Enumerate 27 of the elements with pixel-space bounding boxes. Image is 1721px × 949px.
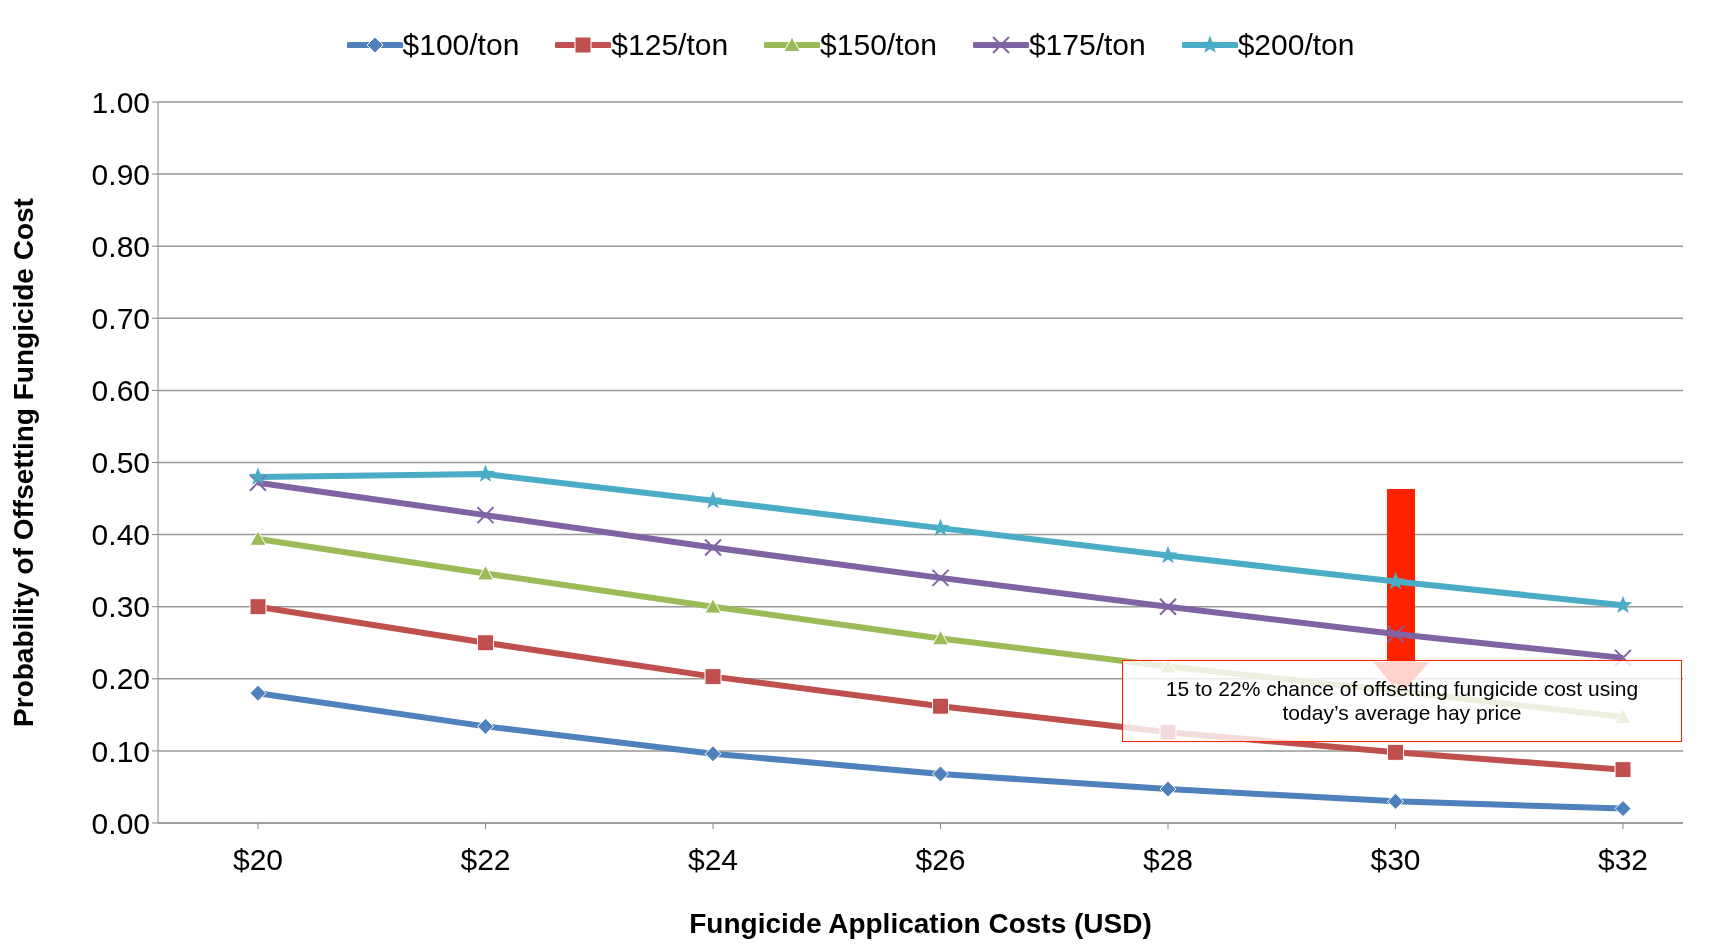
x-axis-title: Fungicide Application Costs (USD) [689, 908, 1152, 939]
x-tick-label: $22 [460, 843, 511, 877]
legend-label: $200/ton [1237, 28, 1355, 62]
y-tick-label: 0.70 [91, 301, 150, 335]
legend-label: $150/ton [820, 28, 937, 62]
x-tick-label: $24 [687, 843, 739, 877]
x-tick-label: $20 [232, 843, 284, 877]
y-tick-label: 0.10 [91, 734, 150, 768]
x-tick-label: $30 [1370, 843, 1421, 877]
y-tick-label: 0.30 [91, 590, 150, 624]
legend-label: $125/ton [611, 28, 729, 62]
y-tick-label: 0.80 [91, 229, 150, 263]
legend-label: $100/ton [402, 28, 520, 62]
note-box: 15 to 22% chance of offsetting fungicide cost using today’s average hay price [1122, 660, 1682, 742]
annotation: 15 to 22% chance of offsetting fungicide cost using today’s average hay price [1164, 677, 1640, 725]
y-tick-label: 0.50 [91, 446, 150, 480]
y-tick-label: 0.90 [91, 157, 150, 191]
y-tick-label: 0.40 [91, 518, 150, 552]
y-axis-title: Probability of Offsetting Fungicide Cost [7, 198, 39, 727]
y-tick-label: 1.00 [91, 85, 150, 119]
y-tick-label: 0.60 [91, 374, 150, 408]
legend-label: $175/ton [1028, 28, 1146, 62]
x-tick-label: $26 [915, 843, 966, 877]
y-tick-label: 0.20 [91, 662, 150, 696]
x-tick-label: $28 [1142, 843, 1194, 877]
x-tick-label: $32 [1597, 843, 1649, 877]
y-tick-label: 0.00 [91, 806, 150, 840]
